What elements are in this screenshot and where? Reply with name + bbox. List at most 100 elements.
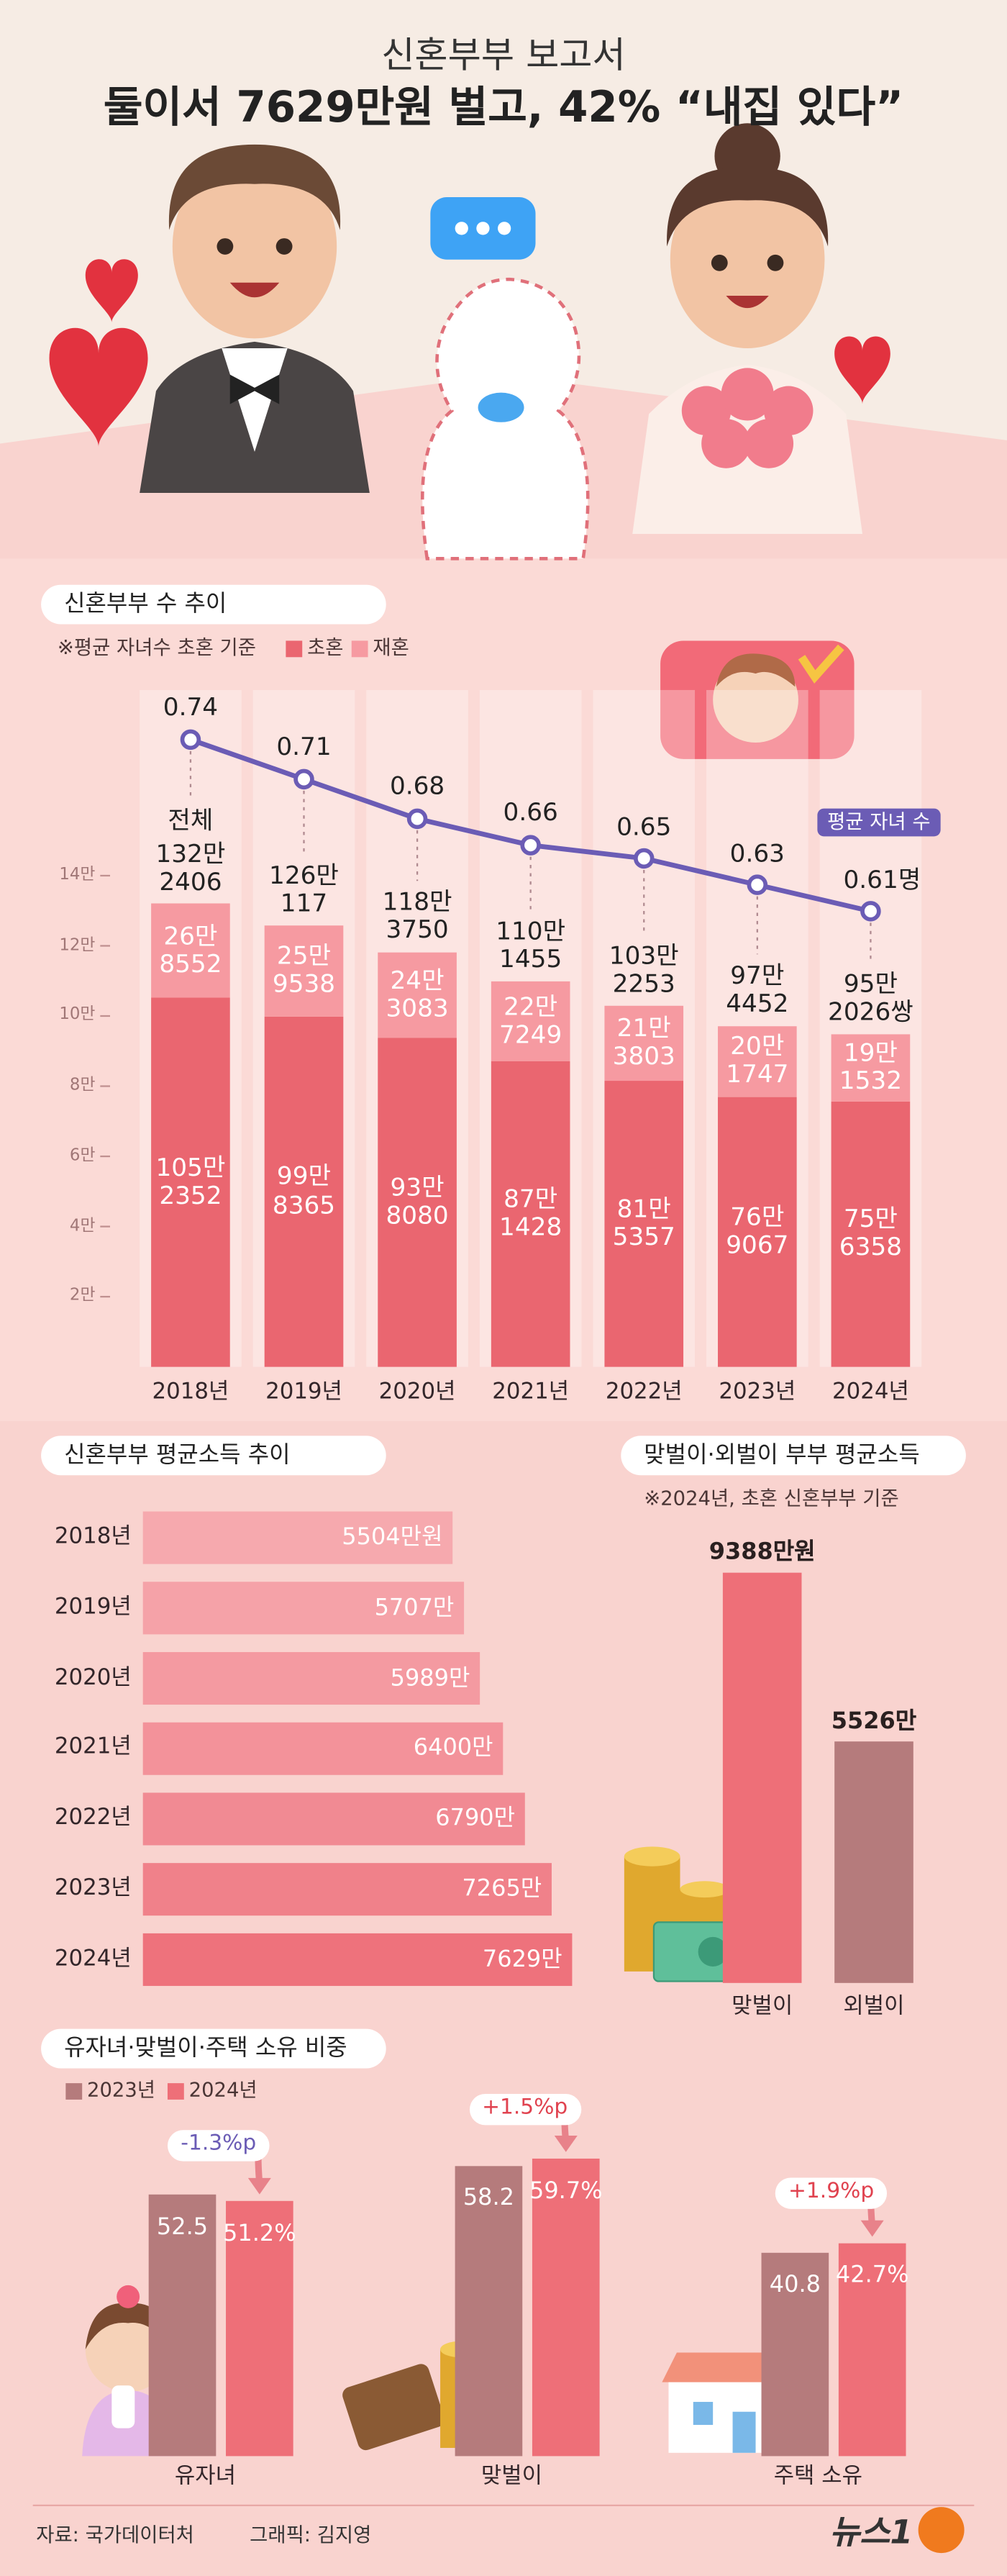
x-tick-label: 2020년 <box>378 1379 456 1405</box>
point <box>860 901 881 922</box>
legend-label: 초혼 <box>307 635 344 659</box>
x-tick-label: 2021년 <box>492 1379 570 1405</box>
section-title: 유자녀·맞벌이·주택 소유 비중 <box>41 2028 386 2069</box>
point <box>747 874 768 895</box>
bar-segment <box>718 1026 797 1097</box>
point <box>293 768 314 790</box>
segment-label: 24만 3083 <box>386 965 449 1023</box>
bar <box>838 2243 906 2457</box>
window <box>693 2402 714 2426</box>
value-label: 58.2 <box>463 2185 515 2213</box>
bride-hair <box>667 167 829 247</box>
bar-segment <box>491 981 570 1061</box>
y-tick-label: 10만 <box>59 1006 96 1025</box>
section-title: 신혼부부 수 추이 <box>41 584 386 625</box>
x-tick-label: 외벌이 <box>843 1993 905 2020</box>
value-label: 9388만원 <box>708 1539 816 1566</box>
bar <box>142 1722 504 1775</box>
segment-label: 19만 1532 <box>839 1038 903 1096</box>
x-tick-label: 맞벌이 <box>480 2463 542 2490</box>
bar-segment <box>151 903 230 998</box>
baby-bow <box>117 2285 140 2308</box>
baby-hair <box>716 653 796 687</box>
segment-label: 26만 8552 <box>159 920 222 979</box>
point-label: 0.61명 <box>843 863 921 894</box>
note: ※2024년, 초혼 신혼부부 기준 <box>644 1487 899 1510</box>
segment-label: 87만 1428 <box>499 1184 562 1242</box>
point <box>406 808 428 830</box>
segment-label: 21만 3803 <box>612 1013 675 1071</box>
value-label: 42.7% <box>835 2262 909 2290</box>
x-tick-label: 2024년 <box>831 1379 909 1405</box>
logo: 뉴스1 <box>829 2512 913 2552</box>
value-label: 51.2% <box>223 2221 296 2247</box>
dot <box>476 222 490 235</box>
bride-face <box>670 171 825 349</box>
bar <box>142 1792 525 1846</box>
total-label: 95만 2026쌍 <box>828 968 913 1027</box>
bar <box>722 1572 802 1983</box>
bar <box>761 2252 829 2457</box>
eye <box>767 254 784 271</box>
bar-segment <box>831 1034 911 1102</box>
headline: 둘이서 7629만원 벌고, 42% “내집 있다” <box>103 83 904 133</box>
y-tick-label: 2024년 <box>54 1945 132 1972</box>
bar-segment <box>718 1097 797 1367</box>
legend-label: 2024년 <box>188 2078 258 2102</box>
source: 자료: 국가데이터처 <box>36 2523 194 2546</box>
baby-face <box>713 657 798 743</box>
bar <box>455 2166 523 2457</box>
note: ※평균 자녀수 초혼 기준 <box>57 635 256 659</box>
segment-label: 76만 9067 <box>726 1202 789 1260</box>
y-tick-label: 2020년 <box>54 1664 132 1691</box>
segment-label: 81만 5357 <box>612 1194 675 1252</box>
segment-label: 99만 8365 <box>272 1161 336 1220</box>
bar-segment <box>151 997 230 1367</box>
point-label: 0.68 <box>389 771 445 802</box>
bar-segment <box>378 1038 457 1367</box>
value-label: 6400만 <box>413 1735 493 1762</box>
door <box>732 2411 756 2453</box>
legend-badge: 평균 자녀 수 <box>817 807 941 838</box>
section-title: 맞벌이·외벌이 부부 평균소득 <box>621 1436 966 1476</box>
total-note: 전체 <box>168 804 214 835</box>
pacifier <box>478 392 524 422</box>
bar-segment <box>604 1005 684 1081</box>
eye <box>217 238 234 255</box>
title: 신혼부부 보고서 <box>381 36 626 78</box>
x-tick-label: 2022년 <box>605 1379 683 1405</box>
value-label: 5504만원 <box>342 1524 443 1551</box>
briefcase <box>342 2364 445 2451</box>
change-label: -1.3%p <box>167 2129 270 2161</box>
groom-bowtie <box>229 374 280 404</box>
smile <box>229 282 280 298</box>
total-label: 97만 4452 <box>726 960 789 1019</box>
section-title: 신혼부부 평균소득 추이 <box>41 1436 386 1476</box>
bar-segment <box>264 1016 344 1367</box>
smile <box>726 295 769 309</box>
x-tick-label: 2023년 <box>719 1379 796 1405</box>
heart <box>85 259 138 323</box>
y-tick-label: 2021년 <box>54 1734 132 1761</box>
heart <box>49 327 148 448</box>
x-tick-label: 주택 소유 <box>773 2463 862 2490</box>
legend-swatch <box>351 640 368 658</box>
y-tick-label: 4만 <box>69 1217 96 1235</box>
value-label: 5526만 <box>831 1708 917 1735</box>
value-label: 52.5 <box>156 2214 209 2241</box>
total-label: 103만 2253 <box>609 940 679 999</box>
bar <box>142 1582 465 1635</box>
point <box>180 729 201 750</box>
total-label: 118만 3750 <box>382 886 452 945</box>
eye <box>711 254 728 271</box>
groom-hair <box>168 144 341 230</box>
bottle <box>111 2385 135 2428</box>
value-label: 7265만 <box>462 1876 542 1902</box>
y-tick-label: 14만 <box>59 866 96 884</box>
y-tick-label: 2022년 <box>54 1804 132 1831</box>
legend-swatch <box>65 2083 83 2100</box>
segment-label: 20만 1747 <box>726 1031 789 1090</box>
bar-segment <box>264 925 344 1017</box>
bar-segment <box>604 1081 684 1367</box>
